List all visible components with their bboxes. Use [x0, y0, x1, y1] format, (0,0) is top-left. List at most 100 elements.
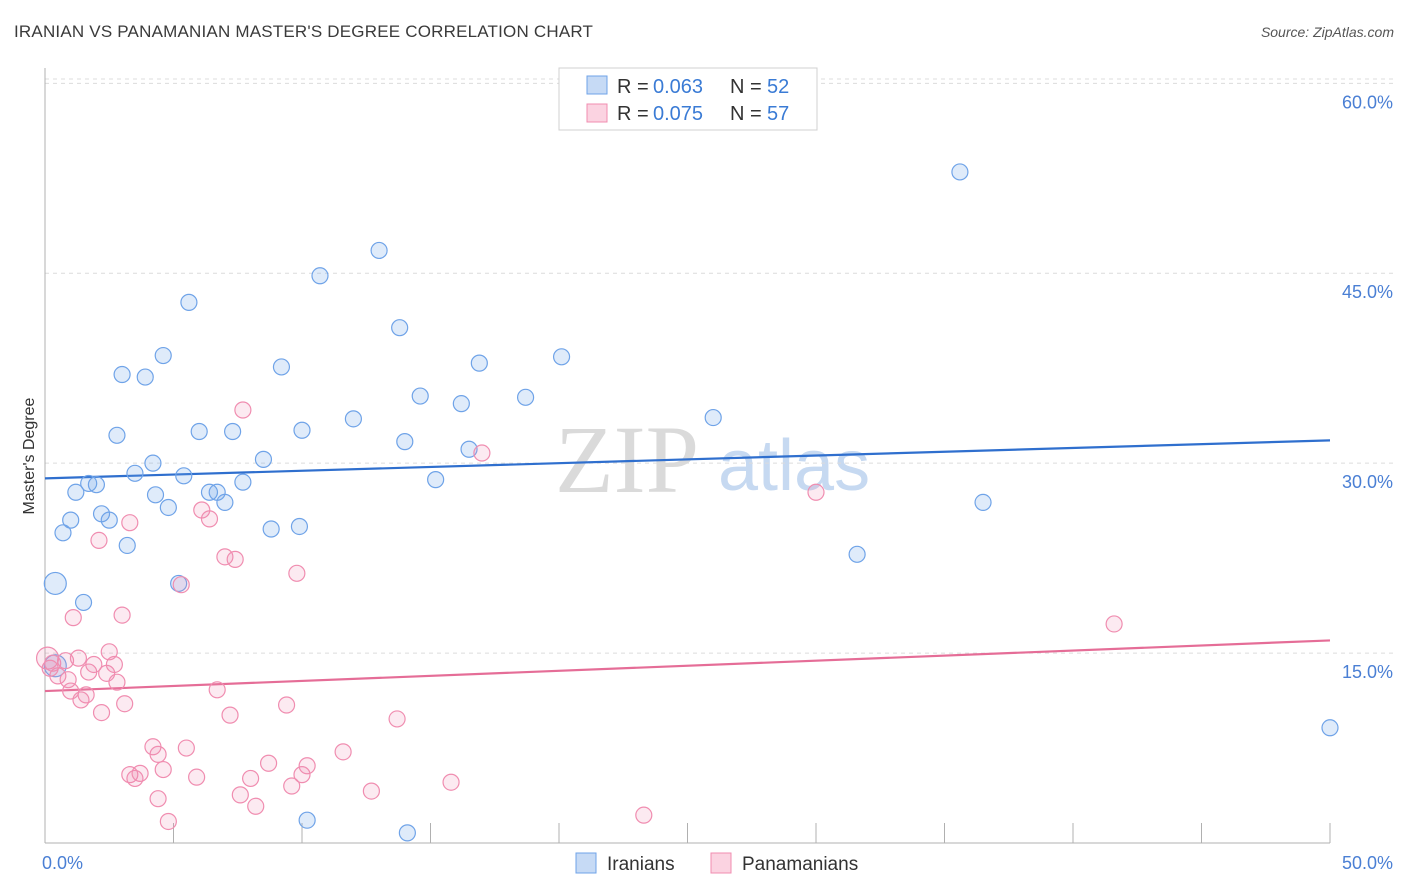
point-panamanians — [221, 706, 239, 724]
bottom-legend-swatch-iranians — [575, 852, 597, 874]
point-panamanians — [242, 769, 260, 788]
axes — [44, 68, 1331, 844]
point-panamanians — [64, 609, 82, 627]
point-iranians — [470, 354, 488, 372]
point-panamanians — [90, 531, 108, 549]
point-panamanians — [149, 790, 167, 808]
point-panamanians — [298, 757, 316, 775]
source-label: Source: ZipAtlas.com — [1260, 24, 1394, 40]
point-panamanians — [126, 769, 144, 788]
point-iranians — [272, 358, 291, 376]
point-iranians — [180, 293, 198, 311]
point-panamanians — [216, 548, 234, 566]
point-iranians — [216, 493, 234, 512]
point-iranians — [293, 421, 311, 439]
point-panamanians — [154, 760, 172, 779]
point-panamanians — [41, 659, 59, 677]
point-panamanians — [473, 444, 491, 462]
point-panamanians — [234, 401, 252, 419]
point-panamanians — [1105, 615, 1123, 633]
point-panamanians — [159, 812, 177, 831]
trend-lines — [44, 439, 1331, 693]
chart-title: IRANIAN VS PANAMANIAN MASTER'S DEGREE CO… — [14, 22, 594, 41]
point-panamanians — [77, 686, 95, 704]
point-iranians — [516, 388, 535, 406]
point-panamanians — [69, 649, 88, 667]
point-panamanians — [208, 681, 226, 699]
y-tick-label: 60.0% — [1342, 92, 1393, 112]
point-iranians — [290, 517, 309, 536]
bottom-legend-label-iranians: Iranians — [607, 854, 675, 875]
legend-n-label-iranians: N = — [730, 76, 762, 98]
point-iranians — [391, 319, 409, 337]
point-panamanians — [131, 764, 149, 782]
point-panamanians — [116, 695, 134, 713]
legend-r-label-panamanians: R = — [617, 103, 649, 125]
x-tick-label: 0.0% — [42, 853, 83, 873]
point-panamanians — [105, 655, 123, 674]
point-iranians — [224, 422, 242, 441]
point-panamanians — [177, 739, 195, 757]
point-iranians — [427, 471, 445, 489]
watermark-atlas: atlas — [718, 426, 870, 506]
point-iranians — [552, 348, 571, 366]
point-iranians — [136, 368, 154, 386]
point-panamanians — [85, 655, 103, 674]
point-iranians — [144, 454, 162, 472]
series-legend: Iranians Panamanians — [575, 852, 858, 875]
point-panamanians — [259, 754, 278, 772]
point-panamanians — [277, 696, 296, 714]
point-iranians — [74, 593, 93, 612]
point-iranians — [43, 571, 67, 596]
stats-legend: R = 0.063 N = 52 R = 0.075 N = 57 — [558, 67, 818, 131]
x-tick-label: 50.0% — [1342, 853, 1393, 873]
legend-swatch-panamanians — [586, 103, 608, 123]
legend-swatch-iranians — [586, 75, 608, 95]
point-iranians — [262, 520, 280, 538]
point-panamanians — [288, 564, 306, 582]
point-iranians — [87, 476, 106, 494]
y-tick-labels: 15.0% 30.0% 45.0% 60.0% — [1342, 92, 1393, 682]
point-panamanians — [188, 768, 206, 786]
point-iranians — [951, 163, 969, 181]
point-iranians — [118, 536, 136, 555]
point-iranians — [154, 346, 172, 365]
point-iranians — [100, 511, 118, 529]
legend-n-label-panamanians: N = — [730, 103, 762, 125]
gridlines — [45, 78, 1393, 654]
y-tick-label: 45.0% — [1342, 282, 1393, 302]
point-iranians — [704, 408, 722, 427]
point-iranians — [108, 426, 126, 444]
point-iranians — [146, 486, 165, 504]
point-iranians — [452, 395, 470, 413]
y-tick-label: 30.0% — [1342, 472, 1393, 492]
legend-n-value-panamanians: 57 — [767, 103, 789, 125]
point-iranians — [311, 267, 329, 285]
point-iranians — [398, 824, 416, 842]
point-iranians — [298, 811, 316, 829]
point-iranians — [159, 498, 177, 517]
point-panamanians — [172, 576, 190, 594]
y-tick-label: 15.0% — [1342, 662, 1393, 682]
point-panamanians — [121, 514, 139, 532]
point-iranians — [460, 440, 478, 458]
legend-r-value-iranians: 0.063 — [653, 76, 703, 98]
point-iranians — [974, 493, 992, 512]
trend-line-panamanians — [44, 639, 1331, 693]
point-panamanians — [247, 797, 265, 815]
point-panamanians — [442, 773, 460, 791]
point-iranians — [175, 467, 193, 485]
point-panamanians — [200, 510, 219, 528]
point-panamanians — [362, 782, 380, 800]
watermark: ZIP atlas — [555, 406, 870, 513]
point-panamanians — [283, 777, 301, 795]
bottom-legend-swatch-panamanians — [710, 852, 732, 874]
point-iranians — [1321, 719, 1339, 737]
point-panamanians — [293, 766, 311, 784]
point-panamanians — [231, 786, 249, 804]
legend-r-label-iranians: R = — [617, 76, 649, 98]
legend-n-value-iranians: 52 — [767, 76, 789, 98]
point-iranians — [126, 464, 144, 482]
point-panamanians — [334, 743, 352, 761]
